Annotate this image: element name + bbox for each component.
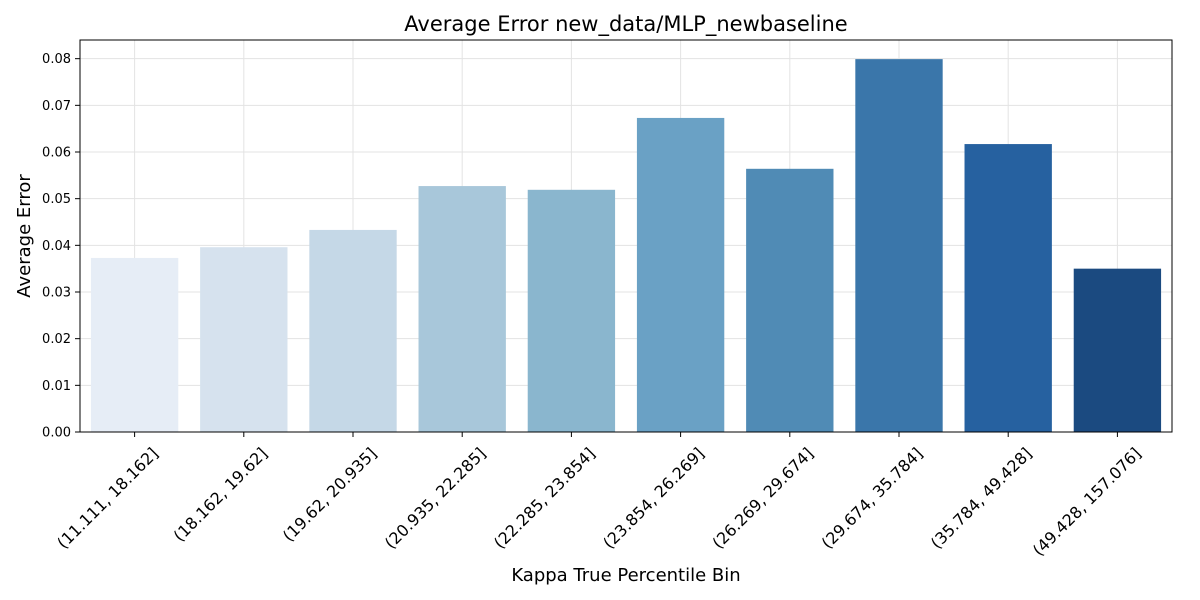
bar <box>527 189 616 432</box>
chart-title: Average Error new_data/MLP_newbaseline <box>404 12 847 37</box>
bar <box>855 59 943 433</box>
plot-frame <box>79 39 1173 433</box>
bars <box>90 59 1162 433</box>
y-tick-label: 0.01 <box>42 379 71 394</box>
y-tick-label: 0.05 <box>42 192 71 207</box>
y-axis-label: Average Error <box>14 174 35 298</box>
x-tick-label: (29.674, 35.784] <box>818 444 927 553</box>
y-tick-label: 0.07 <box>42 99 71 114</box>
y-tick-label: 0.06 <box>42 146 71 161</box>
y-tick-label: 0.03 <box>42 286 71 301</box>
x-tick-label: (23.854, 26.269] <box>599 444 708 553</box>
y-tick-label: 0.00 <box>42 426 71 441</box>
x-axis-label: Kappa True Percentile Bin <box>511 565 740 586</box>
x-tick-label: (11.111, 18.162] <box>53 444 162 553</box>
y-tick-label: 0.08 <box>42 52 71 67</box>
bar <box>309 229 397 432</box>
bar <box>964 144 1052 433</box>
x-tick-label: (49.428, 157.076] <box>1029 444 1145 560</box>
x-axis: (11.111, 18.162] (18.162, 19.62] (19.62, 2… <box>53 432 1145 560</box>
x-tick-label: (18.162, 19.62] <box>170 444 271 545</box>
y-tick-label: 0.02 <box>42 332 71 347</box>
bar <box>636 117 725 432</box>
x-tick-label: (20.935, 22.285] <box>381 444 490 553</box>
bar <box>418 186 506 432</box>
x-tick-label: (35.784, 49.428] <box>927 444 1036 553</box>
bar <box>90 257 179 432</box>
x-tick-label: (26.269, 29.674] <box>708 444 817 553</box>
y-tick-label: 0.04 <box>42 239 71 254</box>
bar <box>746 168 834 433</box>
x-tick-label: (22.285, 23.854] <box>490 444 599 553</box>
x-tick-label: (19.62, 20.935] <box>279 444 380 545</box>
bar <box>1073 268 1162 432</box>
y-axis: 0.00 0.01 0.02 0.03 0.04 0.05 0.06 0.07 0.08 <box>42 52 80 441</box>
bar <box>200 247 288 432</box>
